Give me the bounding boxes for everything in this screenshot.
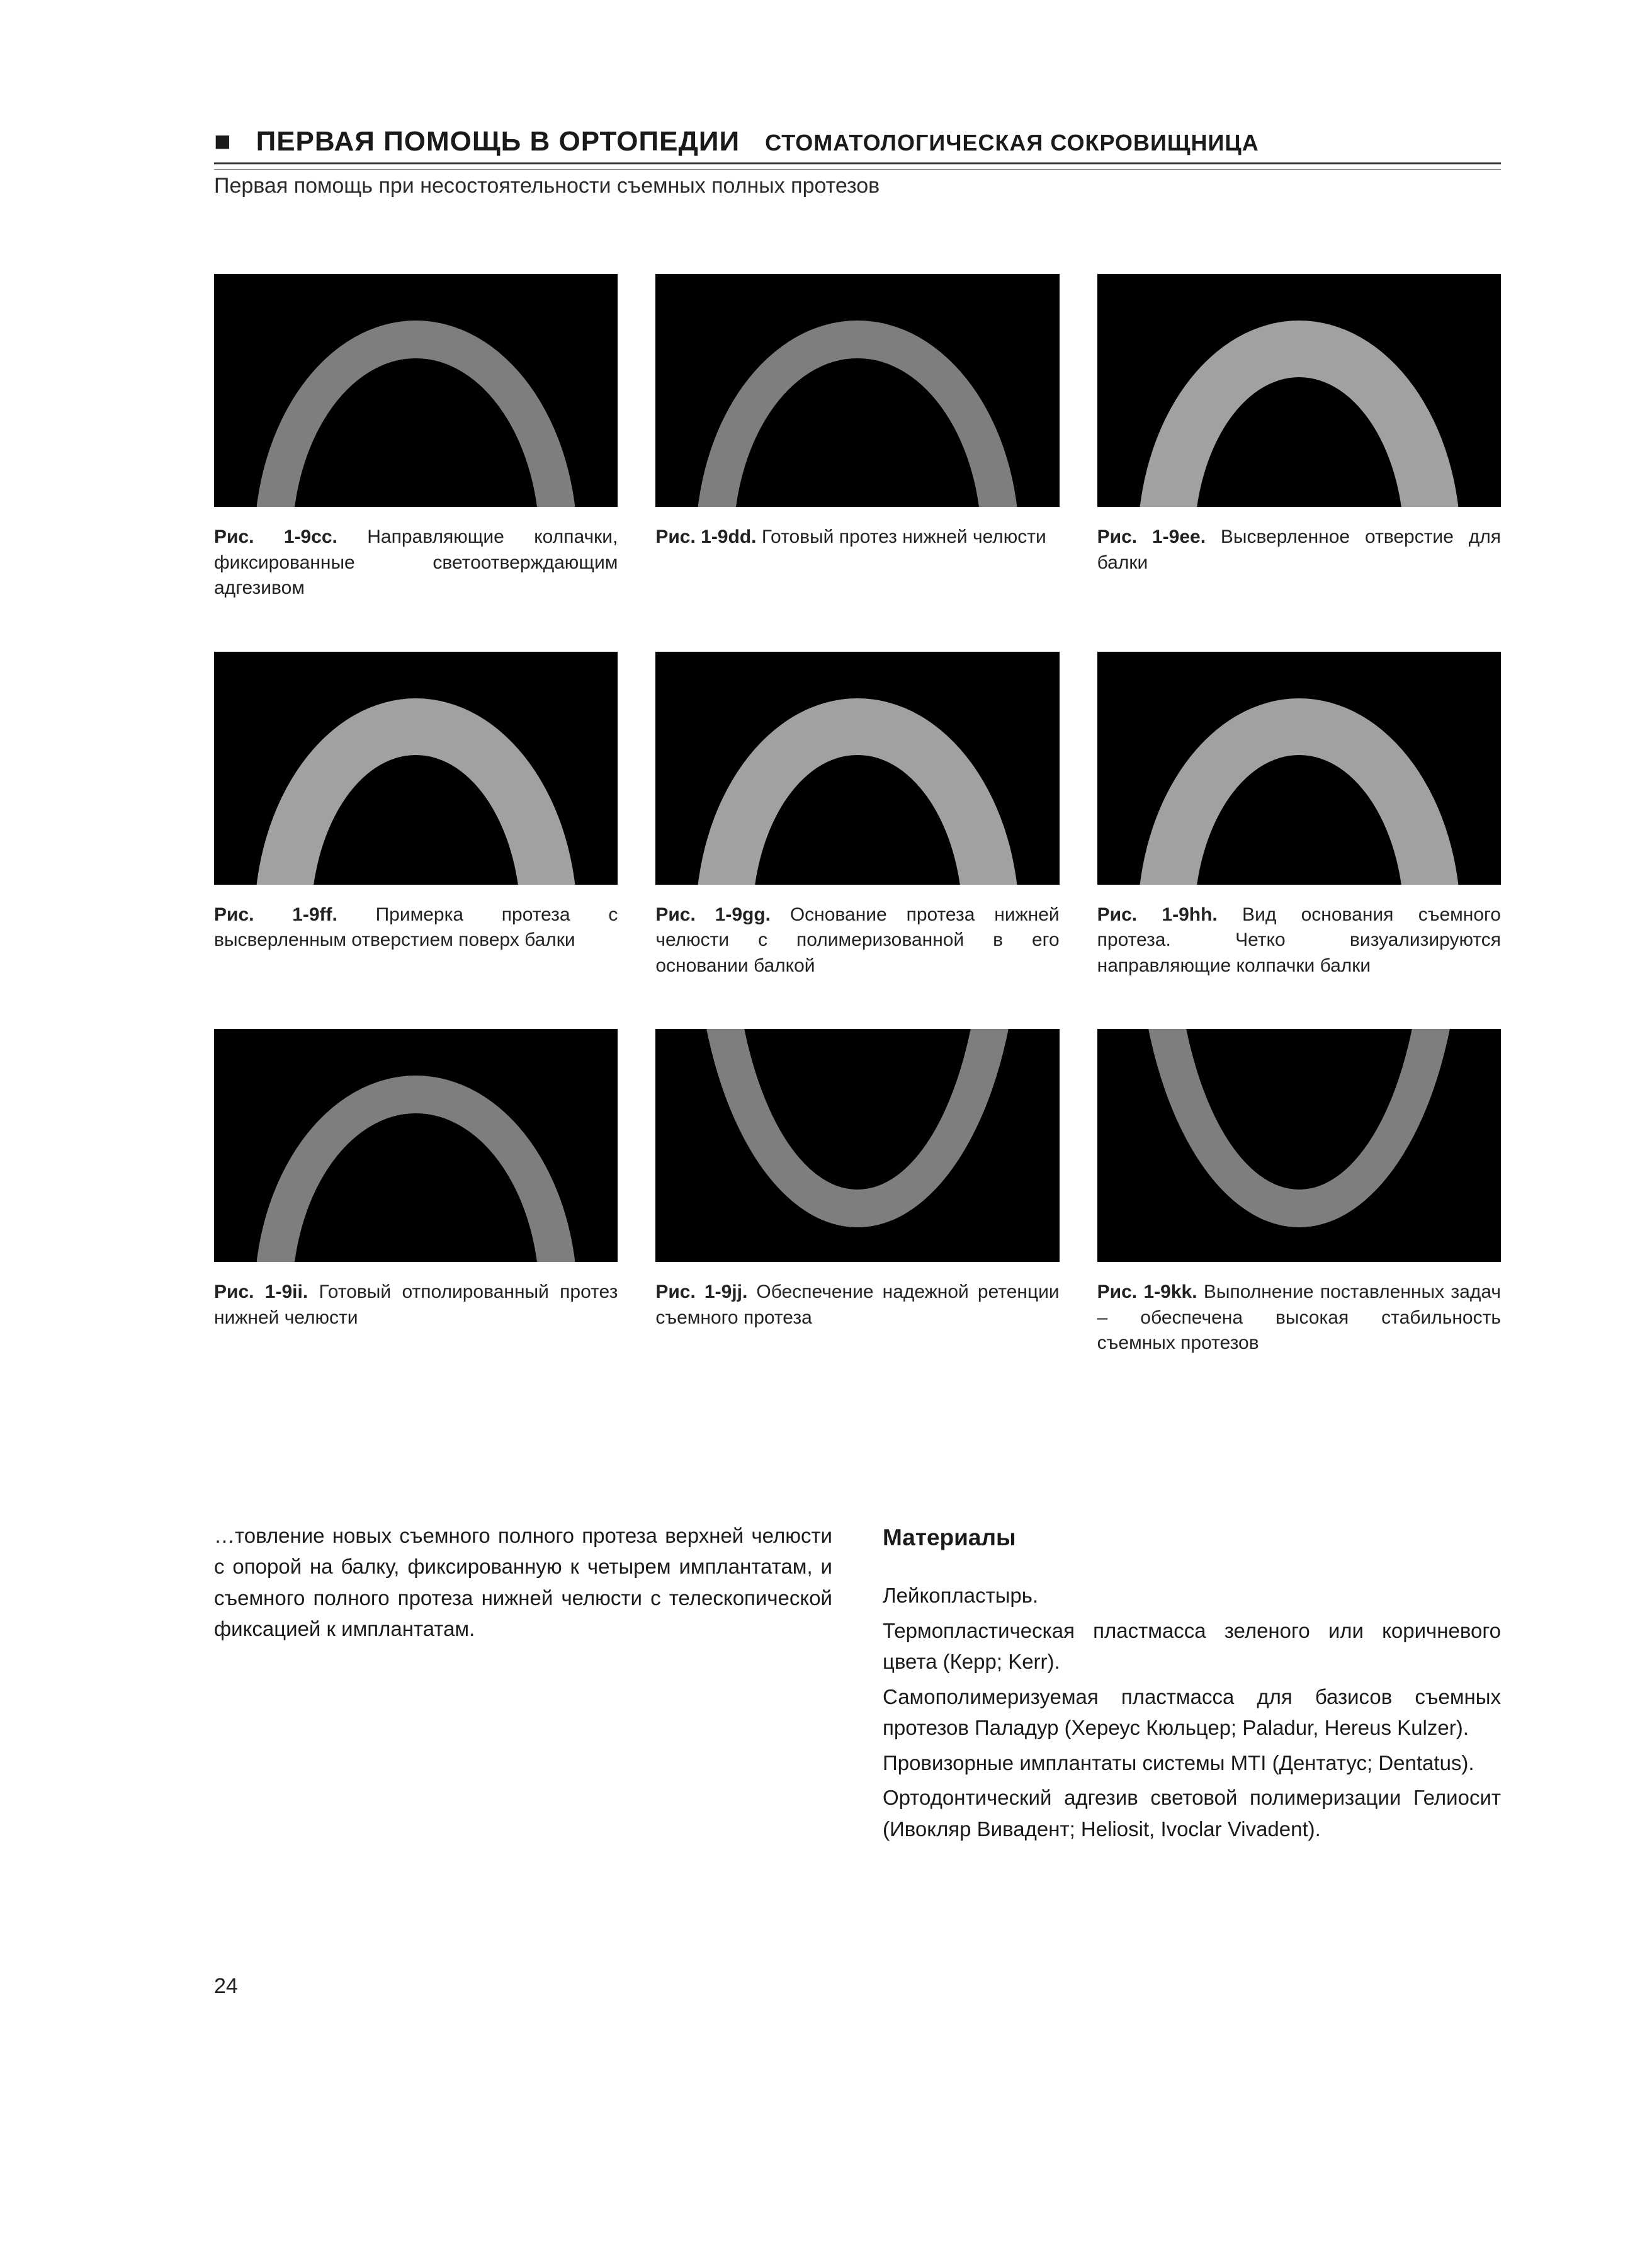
page-number: 24 [214,1974,1501,1999]
header-title-sub: СТОМАТОЛОГИЧЕСКАЯ СОКРОВИЩНИЦА [765,130,1259,156]
figure-image [214,652,618,885]
header-marker-icon: ■ [214,128,231,156]
figure-cell: Рис. 1-9hh. Вид основания съемного проте… [1097,652,1501,979]
body-left-column: …товление новых съемного полного протеза… [214,1520,832,1849]
figure-caption: Рис. 1-9ee. Высверленное отверстие для б… [1097,525,1501,576]
figure-label: Рис. 1-9hh. [1097,904,1218,925]
figure-label: Рис. 1-9ee. [1097,526,1206,547]
figure-image [214,1029,618,1262]
figure-cell: Рис. 1-9ii. Готовый отполированный проте… [214,1029,618,1356]
figure-caption: Рис. 1-9hh. Вид основания съемного проте… [1097,902,1501,979]
figure-image [214,274,618,507]
body-columns: …товление новых съемного полного протеза… [214,1520,1501,1849]
page-header: ■ ПЕРВАЯ ПОМОЩЬ В ОРТОПЕДИИ СТОМАТОЛОГИЧ… [214,126,1501,164]
materials-item: Провизорные имплантаты системы MTI (Дент… [883,1747,1501,1779]
figure-grid: Рис. 1-9cc. Направляющие колпачки, фикси… [214,274,1501,1356]
materials-heading: Материалы [883,1520,1501,1555]
figure-caption: Рис. 1-9kk. Выполнение поставленных зада… [1097,1280,1501,1356]
figure-image [1097,652,1501,885]
figure-caption: Рис. 1-9cc. Направляющие колпачки, фикси… [214,525,618,601]
header-subtitle: Первая помощь при несостоятельности съем… [214,169,1501,198]
figure-image [1097,1029,1501,1262]
figure-label: Рис. 1-9dd. [655,526,756,547]
figure-label: Рис. 1-9ff. [214,904,337,925]
figure-cell: Рис. 1-9gg. Основание протеза нижней чел… [655,652,1059,979]
figure-caption: Рис. 1-9dd. Готовый протез нижней челюст… [655,525,1059,550]
figure-image [655,652,1059,885]
figure-image [655,1029,1059,1262]
figure-label: Рис. 1-9cc. [214,526,337,547]
materials-list: Лейкопластырь. Термопластическая пластмас… [883,1580,1501,1844]
header-title-main: ПЕРВАЯ ПОМОЩЬ В ОРТОПЕДИИ [256,126,740,157]
figure-caption: Рис. 1-9ii. Готовый отполированный проте… [214,1280,618,1331]
figure-image [655,274,1059,507]
figure-cell: Рис. 1-9jj. Обеспечение надежной ретенци… [655,1029,1059,1356]
body-left-paragraph: …товление новых съемного полного протеза… [214,1520,832,1645]
figure-cell: Рис. 1-9dd. Готовый протез нижней челюст… [655,274,1059,601]
materials-item: Ортодонтический адгезив световой полимер… [883,1782,1501,1844]
materials-item: Лейкопластырь. [883,1580,1501,1611]
figure-caption: Рис. 1-9jj. Обеспечение надежной ретенци… [655,1280,1059,1331]
figure-caption-text: Готовый протез нижней челюсти [756,526,1046,547]
figure-cell: Рис. 1-9cc. Направляющие колпачки, фикси… [214,274,618,601]
figure-label: Рис. 1-9kk. [1097,1281,1197,1302]
materials-item: Самополимеризуемая пластмасса для базисо… [883,1681,1501,1744]
figure-caption: Рис. 1-9gg. Основание протеза нижней чел… [655,902,1059,979]
body-right-column: Материалы Лейкопластырь. Термопластическа… [883,1520,1501,1849]
figure-label: Рис. 1-9jj. [655,1281,747,1302]
figure-cell: Рис. 1-9ff. Примерка протеза с высверлен… [214,652,618,979]
figure-caption: Рис. 1-9ff. Примерка протеза с высверлен… [214,902,618,953]
materials-item: Термопластическая пластмасса зеленого ил… [883,1615,1501,1678]
figure-label: Рис. 1-9ii. [214,1281,308,1302]
figure-cell: Рис. 1-9kk. Выполнение поставленных зада… [1097,1029,1501,1356]
figure-image [1097,274,1501,507]
figure-label: Рис. 1-9gg. [655,904,771,925]
figure-cell: Рис. 1-9ee. Высверленное отверстие для б… [1097,274,1501,601]
